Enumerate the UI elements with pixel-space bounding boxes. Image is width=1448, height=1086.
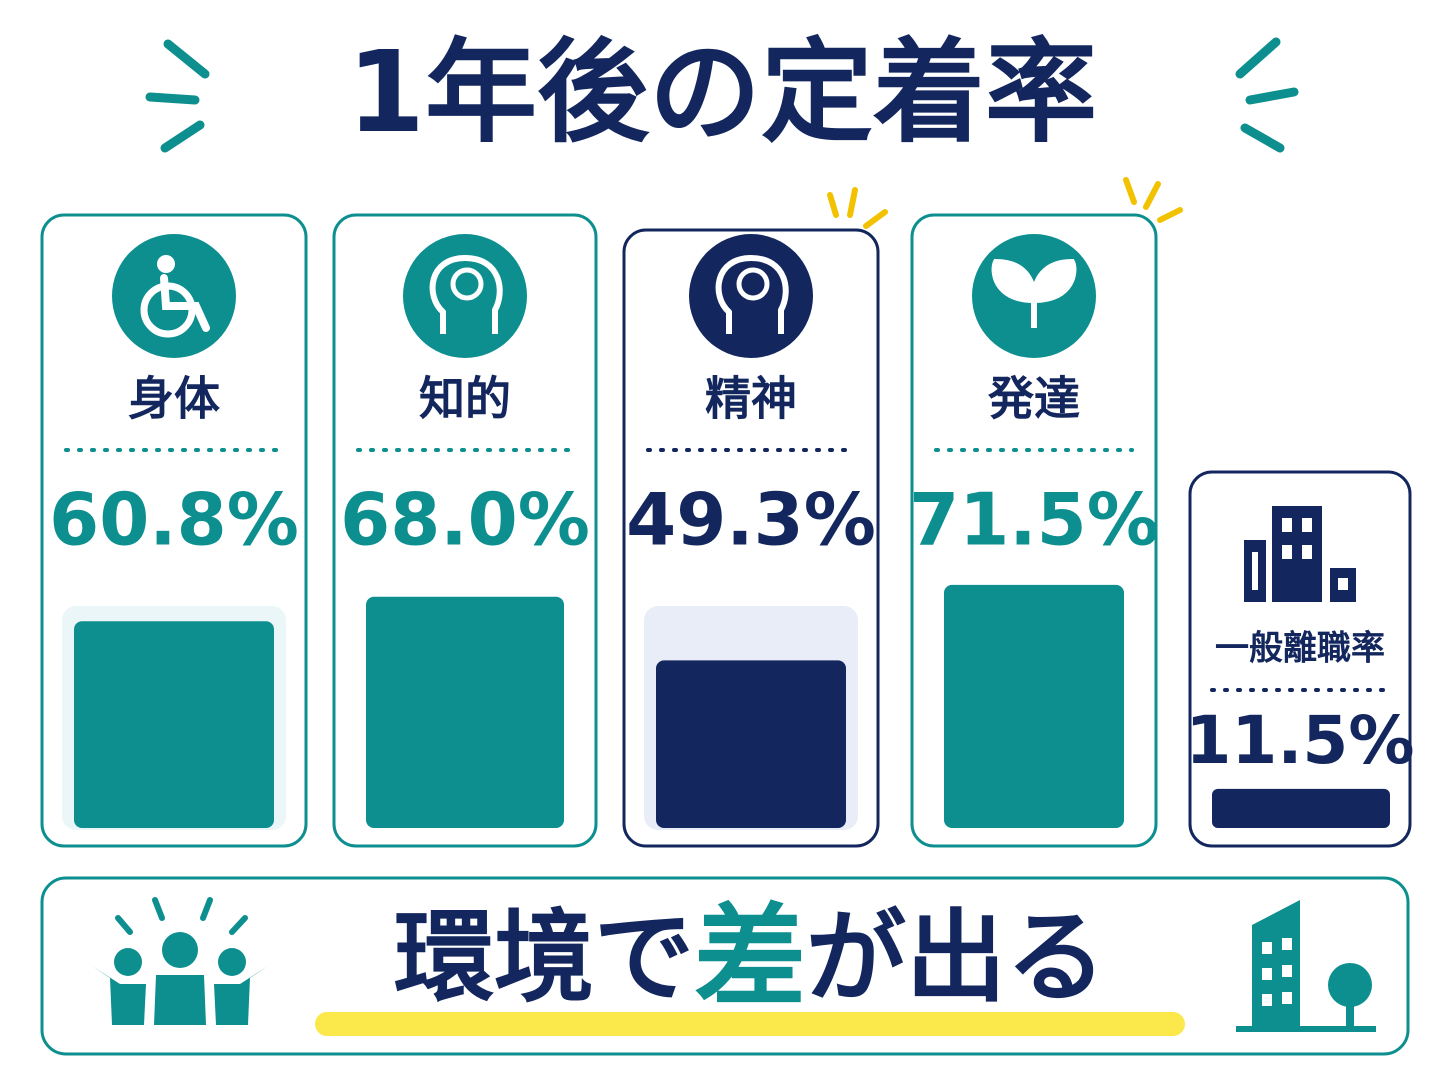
title-accents bbox=[145, 37, 1299, 153]
icon-part bbox=[715, 255, 789, 334]
office-windows bbox=[1262, 938, 1292, 1006]
icon-part bbox=[160, 274, 210, 332]
value-label: 60.8% bbox=[49, 478, 299, 562]
bar bbox=[656, 660, 846, 828]
people-icon bbox=[92, 932, 268, 1025]
footer-emphasis: 差 bbox=[694, 893, 806, 1023]
icon-part bbox=[157, 255, 175, 273]
comparison-label: 一般離職率 bbox=[1215, 629, 1385, 669]
value-label: 71.5% bbox=[909, 478, 1159, 562]
category-label: 発達 bbox=[988, 372, 1080, 426]
category-label: 身体 bbox=[128, 372, 220, 426]
comparison-bar bbox=[1212, 788, 1390, 828]
icon-part bbox=[140, 282, 196, 338]
icon-part bbox=[991, 258, 1077, 328]
footer-part: 環境で bbox=[394, 899, 694, 1016]
icon-part bbox=[429, 255, 503, 334]
value-label: 49.3% bbox=[626, 478, 876, 562]
people-accents bbox=[115, 897, 248, 935]
building-icon bbox=[1244, 506, 1356, 602]
bar bbox=[944, 584, 1124, 828]
highlight bbox=[315, 1012, 1185, 1036]
category-icon bbox=[112, 234, 236, 358]
title: 1年後の定着率 bbox=[347, 28, 1097, 158]
building-windows bbox=[1252, 518, 1348, 590]
bar bbox=[74, 621, 274, 828]
category-label: 知的 bbox=[419, 372, 511, 426]
icon-part bbox=[450, 267, 484, 301]
cards: 身体 60.8% 知的 68.0% 精神 49.3% 発達 71.5% bbox=[40, 213, 1159, 848]
bar bbox=[366, 596, 564, 828]
footer-banner bbox=[40, 876, 1410, 1056]
comparison-value: 11.5% bbox=[1186, 702, 1415, 779]
icon-part bbox=[736, 267, 770, 301]
footer-text: 環境で差が出る bbox=[394, 893, 1106, 1023]
category-label: 精神 bbox=[705, 372, 797, 426]
value-label: 68.0% bbox=[340, 478, 590, 562]
footer-part: が出る bbox=[806, 899, 1106, 1016]
